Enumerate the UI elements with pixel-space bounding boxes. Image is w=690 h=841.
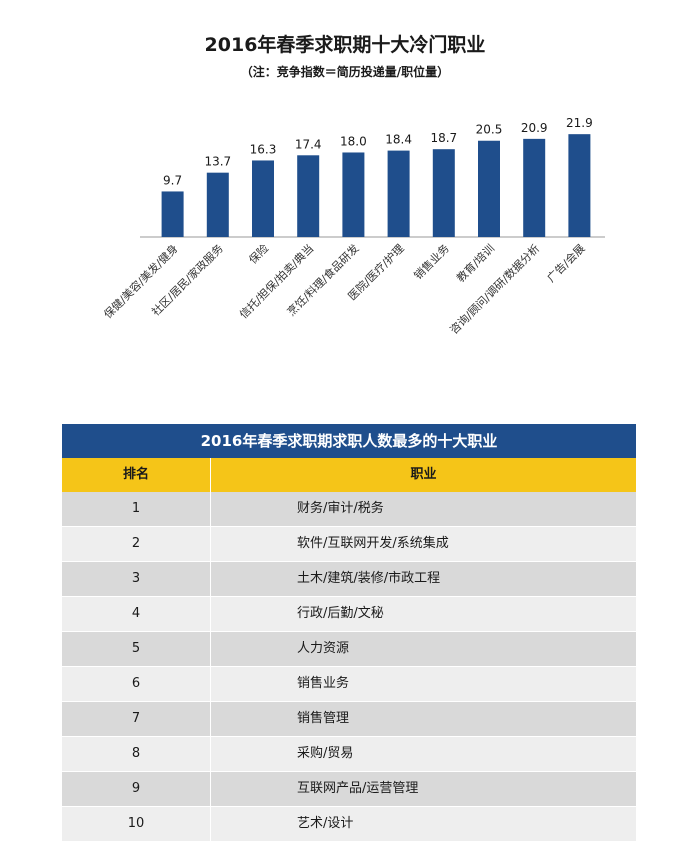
x-tick-label: 保健/美容/美发/健身 (101, 241, 181, 321)
x-tick-label: 销售业务 (411, 241, 452, 282)
bar (297, 155, 320, 237)
data-label: 17.4 (295, 137, 322, 151)
rank-cell: 5 (62, 632, 211, 666)
job-cell: 土木/建筑/装修/市政工程 (297, 571, 441, 586)
x-tick-label: 咨询/顾问/调研/数据分析 (447, 241, 543, 337)
table-body: 1 财务/审计/税务 2 软件/互联网开发/系统集成 3 土木/建筑/装修/市政工程 4 行政… (62, 492, 636, 841)
job-cell: 软件/互联网开发/系统集成 (297, 536, 449, 551)
table-row: 9 互联网产品/运营管理 (62, 771, 636, 806)
data-label: 21.9 (566, 116, 593, 130)
data-label: 20.9 (521, 121, 548, 135)
x-tick-label: 教育/培训 (453, 241, 497, 285)
bars-group: 9.7保健/美容/美发/健身13.7社区/居民/家政服务16.3保险17.4信托… (101, 116, 593, 337)
rank-cell: 2 (62, 527, 211, 561)
header-rank: 排名 (62, 458, 211, 492)
table-row: 7 销售管理 (62, 701, 636, 736)
table-row: 4 行政/后勤/文秘 (62, 596, 636, 631)
table-row: 8 采购/贸易 (62, 736, 636, 771)
table-header-row: 排名 职业 (62, 458, 636, 492)
rank-cell: 3 (62, 562, 211, 596)
bar (252, 160, 274, 237)
rank-cell: 4 (62, 597, 211, 631)
table-row: 6 销售业务 (62, 666, 636, 701)
bar (523, 138, 546, 237)
job-cell: 销售管理 (297, 711, 350, 726)
table-row: 2 软件/互联网开发/系统集成 (62, 526, 636, 561)
job-cell: 艺术/设计 (297, 816, 354, 831)
job-cell: 采购/贸易 (297, 746, 354, 761)
data-label: 9.7 (163, 173, 182, 187)
x-tick-label: 广告/会展 (545, 242, 588, 285)
rank-cell: 9 (62, 772, 211, 806)
rank-cell: 10 (62, 807, 211, 841)
bar-chart: 9.7保健/美容/美发/健身13.7社区/居民/家政服务16.3保险17.4信托… (101, 116, 605, 337)
data-label: 18.0 (340, 134, 367, 148)
bar (478, 140, 500, 237)
data-label: 18.4 (385, 133, 412, 147)
bar (342, 152, 365, 237)
x-tick-label: 信托/担保/拍卖/典当 (236, 241, 316, 321)
bar (161, 191, 184, 237)
data-label: 18.7 (430, 131, 457, 145)
bar (206, 172, 229, 237)
top-jobs-table: 2016年春季求职期求职人数最多的十大职业 排名 职业 1 财务/审计/税务 2 软件… (62, 424, 636, 841)
bar (568, 134, 591, 237)
bar (432, 149, 455, 237)
header-job: 职业 (410, 467, 437, 482)
x-tick-label: 保险 (246, 241, 271, 266)
table-row: 3 土木/建筑/装修/市政工程 (62, 561, 636, 596)
table-row: 10 艺术/设计 (62, 806, 636, 841)
rank-cell: 7 (62, 702, 211, 736)
job-cell: 行政/后勤/文秘 (297, 606, 384, 621)
data-label: 16.3 (250, 142, 277, 156)
table-row: 1 财务/审计/税务 (62, 492, 636, 526)
job-cell: 人力资源 (297, 641, 350, 656)
job-cell: 互联网产品/运营管理 (297, 781, 419, 796)
job-cell: 销售业务 (297, 676, 350, 691)
table-row: 5 人力资源 (62, 631, 636, 666)
table-title: 2016年春季求职期求职人数最多的十大职业 (62, 424, 636, 458)
rank-cell: 1 (62, 492, 211, 526)
data-label: 13.7 (204, 155, 231, 169)
rank-cell: 6 (62, 667, 211, 701)
chart-title: 2016年春季求职期十大冷门职业 (204, 34, 486, 56)
data-label: 20.5 (476, 123, 503, 137)
rank-cell: 8 (62, 737, 211, 771)
job-cell: 财务/审计/税务 (297, 501, 384, 516)
chart-subtitle: （注：竞争指数＝简历投递量/职位量） (240, 65, 450, 79)
bar (387, 150, 410, 237)
